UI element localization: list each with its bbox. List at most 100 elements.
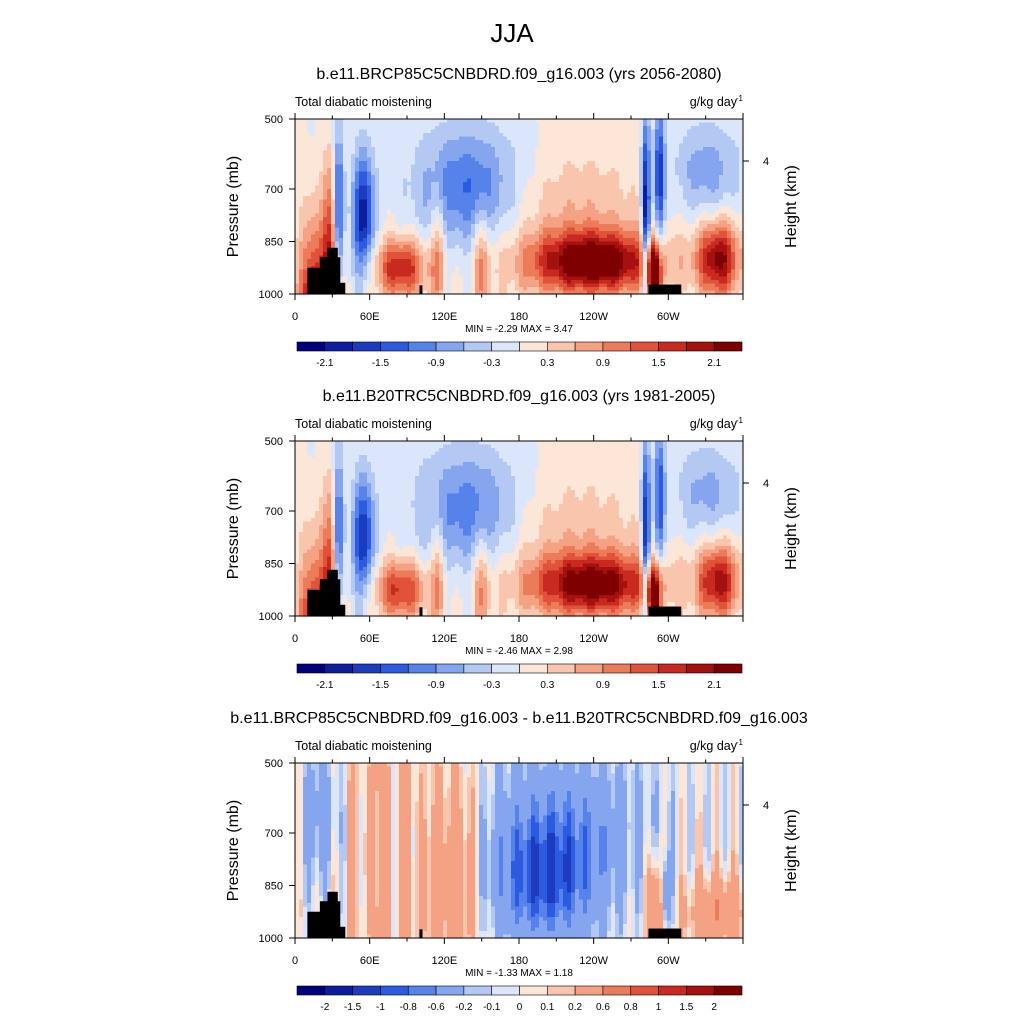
heatmap-cell <box>471 262 476 267</box>
heatmap-cell <box>439 203 444 208</box>
heatmap-cell <box>527 234 532 239</box>
heatmap-cell <box>447 206 452 211</box>
heatmap-cell <box>363 227 368 232</box>
heatmap-cell <box>611 290 616 295</box>
heatmap-cell <box>515 269 520 274</box>
heatmap-cell <box>483 189 488 194</box>
heatmap-cell <box>359 126 364 131</box>
heatmap-cell <box>659 287 664 292</box>
heatmap-cell <box>451 175 456 180</box>
heatmap-cell <box>299 119 304 124</box>
heatmap-cell <box>439 136 444 141</box>
heatmap-cell <box>599 224 604 229</box>
heatmap-cell <box>331 269 336 274</box>
heatmap-cell <box>419 189 424 194</box>
heatmap-cell <box>303 280 308 285</box>
heatmap-cell <box>475 161 480 166</box>
heatmap-cell <box>383 259 388 264</box>
heatmap-cell <box>583 119 588 124</box>
heatmap-cell <box>627 164 632 169</box>
heatmap-cell <box>447 182 452 187</box>
heatmap-cell <box>395 273 400 278</box>
heatmap-cell <box>399 203 404 208</box>
heatmap-cell <box>495 248 500 253</box>
heatmap-cell <box>671 168 676 173</box>
heatmap-cell <box>515 192 520 197</box>
heatmap-cell <box>483 287 488 292</box>
heatmap-cell <box>555 213 560 218</box>
heatmap-cell <box>371 196 376 201</box>
heatmap-cell <box>463 175 468 180</box>
heatmap-cell <box>611 136 616 141</box>
heatmap-cell <box>523 217 528 222</box>
heatmap-cell <box>511 213 516 218</box>
heatmap-cell <box>403 126 408 131</box>
heatmap-cell <box>467 203 472 208</box>
heatmap-cell <box>447 210 452 215</box>
heatmap-cell <box>691 182 696 187</box>
heatmap-cell <box>519 213 524 218</box>
heatmap-cell <box>575 185 580 190</box>
heatmap-cell <box>683 217 688 222</box>
heatmap-cell <box>295 185 300 190</box>
heatmap-cell <box>587 143 592 148</box>
heatmap-cell <box>387 227 392 232</box>
heatmap-cell <box>407 192 412 197</box>
heatmap-cell <box>563 154 568 159</box>
heatmap-cell <box>443 171 448 176</box>
heatmap-cell <box>483 231 488 236</box>
heatmap-cell <box>471 280 476 285</box>
heatmap-cell <box>475 269 480 274</box>
heatmap-cell <box>643 248 648 253</box>
heatmap-cell <box>599 175 604 180</box>
heatmap-cell <box>487 189 492 194</box>
heatmap-cell <box>683 255 688 260</box>
heatmap-cell <box>579 182 584 187</box>
heatmap-cell <box>603 255 608 260</box>
heatmap-cell <box>351 213 356 218</box>
heatmap-cell <box>391 182 396 187</box>
heatmap-cell <box>491 196 496 201</box>
heatmap-cell <box>643 154 648 159</box>
heatmap-cell <box>547 241 552 246</box>
heatmap-cell <box>443 220 448 225</box>
heatmap-cell <box>403 252 408 257</box>
heatmap-cell <box>359 248 364 253</box>
heatmap-cell <box>367 119 372 124</box>
heatmap-cell <box>407 217 412 222</box>
heatmap-cell <box>423 266 428 271</box>
heatmap-cell <box>483 122 488 127</box>
heatmap-cell <box>339 276 344 281</box>
heatmap-cell <box>483 126 488 131</box>
heatmap-cell <box>611 280 616 285</box>
heatmap-cell <box>511 136 516 141</box>
heatmap-cell <box>603 192 608 197</box>
heatmap-cell <box>479 206 484 211</box>
heatmap-cell <box>315 210 320 215</box>
heatmap-cell <box>503 287 508 292</box>
heatmap-cell <box>595 143 600 148</box>
heatmap-cell <box>527 210 532 215</box>
heatmap-cell <box>507 280 512 285</box>
heatmap-cell <box>443 185 448 190</box>
heatmap-cell <box>571 175 576 180</box>
heatmap-cell <box>483 273 488 278</box>
heatmap-cell <box>467 154 472 159</box>
heatmap-cell <box>367 161 372 166</box>
heatmap-cell <box>663 269 668 274</box>
heatmap-cell <box>503 220 508 225</box>
heatmap-cell <box>587 259 592 264</box>
heatmap-cell <box>451 199 456 204</box>
heatmap-cell <box>387 147 392 152</box>
heatmap-cell <box>439 252 444 257</box>
heatmap-cell <box>475 182 480 187</box>
heatmap-cell <box>447 154 452 159</box>
heatmap-cell <box>583 192 588 197</box>
heatmap-cell <box>495 154 500 159</box>
heatmap-cell <box>315 276 320 281</box>
heatmap-cell <box>647 126 652 131</box>
heatmap-cell <box>543 227 548 232</box>
heatmap-cell <box>583 266 588 271</box>
heatmap-cell <box>507 290 512 295</box>
heatmap-cell <box>411 273 416 278</box>
